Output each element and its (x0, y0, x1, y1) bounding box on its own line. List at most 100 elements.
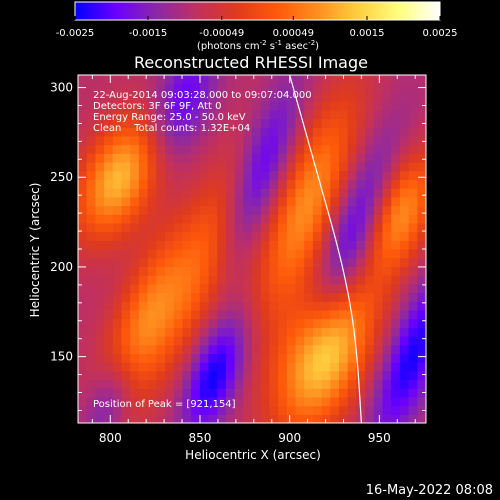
heatmap-cell (295, 144, 305, 154)
heatmap-cell (182, 327, 192, 337)
heatmap-cell (182, 336, 192, 346)
heatmap-cell (286, 370, 297, 381)
heatmap-cell (95, 327, 105, 337)
heatmap-cell (156, 414, 166, 423)
heatmap-cell (130, 249, 140, 259)
heatmap-cell (225, 405, 236, 415)
heatmap-cell (130, 222, 140, 233)
heatmap-cell (408, 370, 418, 381)
heatmap-cell (252, 249, 262, 259)
heatmap-cell (243, 336, 253, 346)
heatmap-cell (312, 196, 323, 207)
heatmap-cell (217, 83, 227, 93)
heatmap-cell (365, 118, 375, 128)
heatmap-cell (321, 318, 331, 328)
heatmap-cell (104, 101, 114, 111)
heatmap-cell (104, 336, 114, 346)
heatmap-cell (286, 144, 297, 154)
heatmap-cell (269, 135, 279, 146)
heatmap-cell (347, 222, 357, 233)
heatmap-cell (373, 92, 384, 102)
heatmap-cell (365, 379, 375, 389)
heatmap-cell (147, 92, 157, 102)
heatmap-cell (286, 353, 297, 363)
heatmap-cell (217, 205, 227, 215)
heatmap-cell (217, 336, 227, 346)
heatmap-cell (182, 127, 192, 137)
heatmap-cell (112, 222, 123, 233)
heatmap-cell (165, 153, 175, 163)
heatmap-cell (260, 170, 270, 180)
heatmap-cell (208, 301, 218, 311)
heatmap-cell (356, 92, 366, 102)
heatmap-cell (286, 101, 297, 111)
heatmap-cell (260, 222, 270, 233)
heatmap-cell (339, 396, 349, 407)
heatmap-cell (252, 301, 262, 311)
heatmap-cell (312, 222, 323, 233)
heatmap-cell (173, 362, 183, 372)
heatmap-cell (330, 118, 340, 128)
heatmap-cell (112, 127, 123, 137)
heatmap-cell (234, 101, 244, 111)
heatmap-cell (365, 196, 375, 207)
heatmap-cell (365, 257, 375, 267)
heatmap-cell (278, 301, 288, 311)
heatmap-cell (304, 275, 314, 285)
heatmap-cell (356, 240, 366, 250)
heatmap-cell (417, 309, 426, 320)
heatmap-cell (304, 283, 314, 294)
heatmap-cell (408, 283, 418, 294)
heatmap-cell (121, 292, 131, 302)
heatmap-cell (269, 75, 279, 85)
heatmap-cell (304, 118, 314, 128)
heatmap-cell (339, 109, 349, 120)
heatmap-cell (78, 231, 88, 241)
heatmap-cell (199, 309, 210, 320)
heatmap-cell (278, 379, 288, 389)
heatmap-cell (104, 144, 114, 154)
heatmap-cell (199, 179, 210, 189)
heatmap-cell (347, 362, 357, 372)
heatmap-cell (252, 257, 262, 267)
heatmap-cell (382, 205, 392, 215)
heatmap-cell (182, 118, 192, 128)
heatmap-cell (373, 135, 384, 146)
heatmap-cell (217, 170, 227, 180)
heatmap-cell (147, 214, 157, 224)
heatmap-cell (104, 292, 114, 302)
heatmap-cell (269, 188, 279, 198)
heatmap-cell (278, 101, 288, 111)
heatmap-cell (365, 283, 375, 294)
heatmap-cell (95, 162, 105, 172)
heatmap-cell (321, 336, 331, 346)
heatmap-cell (339, 240, 349, 250)
heatmap-cell (138, 162, 149, 172)
heatmap-cell (199, 370, 210, 381)
heatmap-cell (208, 118, 218, 128)
heatmap-cell (252, 92, 262, 102)
heatmap-cell (147, 292, 157, 302)
heatmap-cell (138, 109, 149, 120)
heatmap-cell (347, 266, 357, 276)
heatmap-cell (208, 257, 218, 267)
heatmap-cell (225, 379, 236, 389)
heatmap-cell (321, 370, 331, 381)
heatmap-cell (408, 109, 418, 120)
heatmap-cell (95, 405, 105, 415)
heatmap-cell (399, 414, 410, 423)
heatmap-cell (399, 144, 410, 154)
heatmap-cell (138, 135, 149, 146)
heatmap-cell (347, 327, 357, 337)
heatmap-cell (356, 266, 366, 276)
heatmap-cell (339, 388, 349, 398)
heatmap-cell (269, 353, 279, 363)
heatmap-cell (234, 336, 244, 346)
heatmap-cell (373, 379, 384, 389)
heatmap-cell (382, 336, 392, 346)
heatmap-cell (95, 214, 105, 224)
heatmap-cell (234, 135, 244, 146)
heatmap-cell (260, 405, 270, 415)
heatmap-cell (104, 179, 114, 189)
heatmap-cell (252, 309, 262, 320)
